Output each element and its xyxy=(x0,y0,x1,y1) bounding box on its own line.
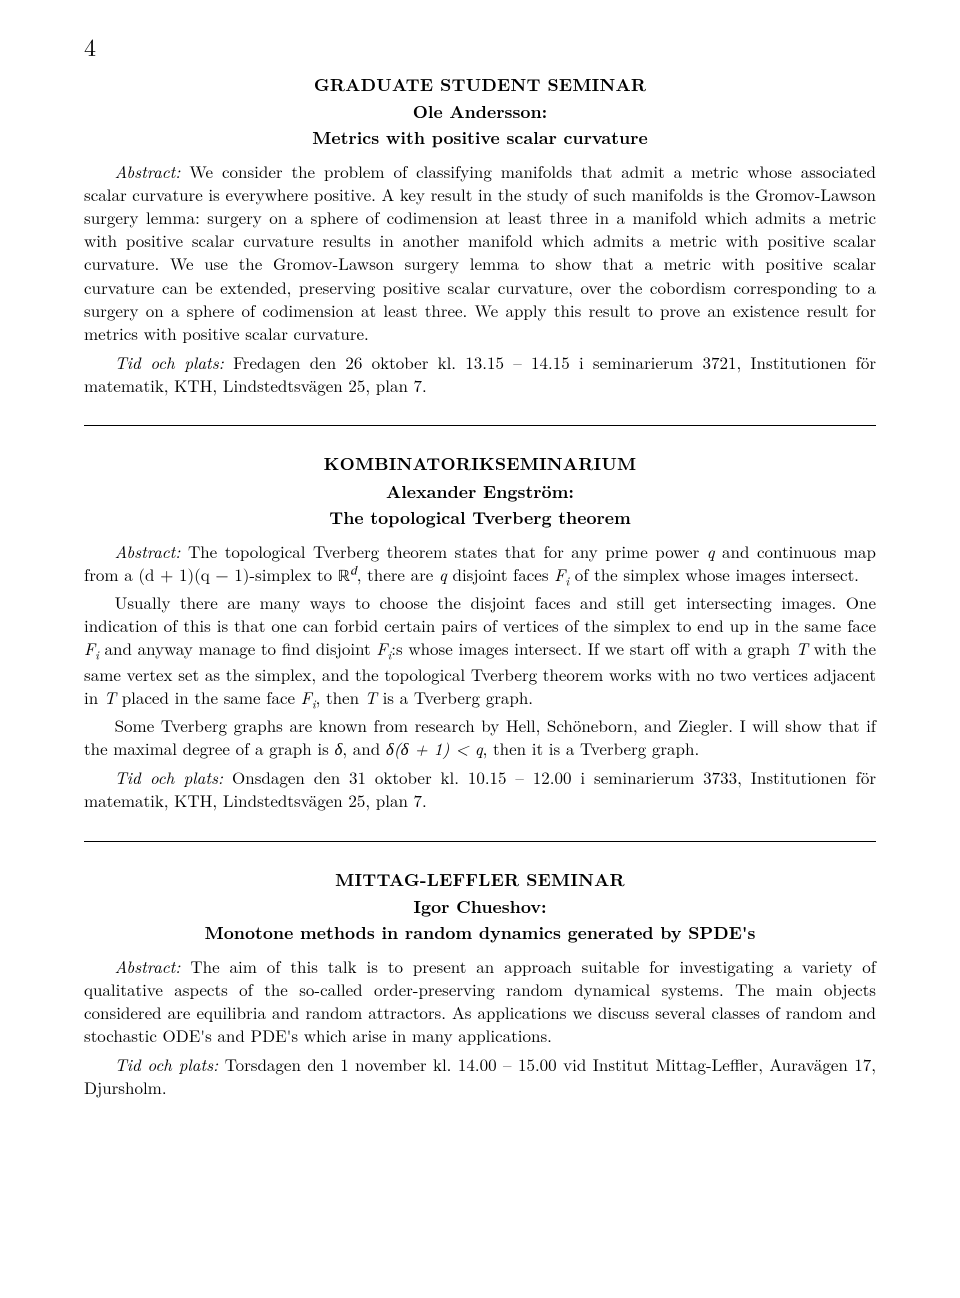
seminar-block: MITTAG-LEFFLER SEMINAR Igor Chueshov: Mo… xyxy=(84,868,876,1100)
seminar-block: KOMBINATORIKSEMINARIUM Alexander Engströ… xyxy=(84,452,876,812)
page-number: 4 xyxy=(84,30,876,63)
speaker-name: Igor Chueshov: xyxy=(84,895,876,919)
math-Fi: Fi xyxy=(301,685,316,709)
abstract-text-e: disjoint faces xyxy=(447,562,554,586)
seminar-heading: KOMBINATORIKSEMINARIUM xyxy=(84,452,876,476)
math-Fi: Fi xyxy=(376,636,391,660)
abstract-text-d: , there are xyxy=(357,562,439,586)
page: 4 GRADUATE STUDENT SEMINAR Ole Andersson… xyxy=(0,0,960,1298)
speaker-name: Alexander Engström: xyxy=(84,480,876,504)
talk-title: Monotone methods in random dynamics gene… xyxy=(84,921,876,945)
math-q: q xyxy=(707,539,715,563)
time-place-paragraph: Tid och plats: Onsdagen den 31 oktober k… xyxy=(84,766,876,812)
time-place-paragraph: Tid och plats: Torsdagen den 1 november … xyxy=(84,1053,876,1099)
abstract-text: We consider the problem of classifying m… xyxy=(84,159,876,345)
time-place-label: Tid och plats: xyxy=(115,1052,219,1076)
abstract-paragraph: Abstract: We consider the problem of cla… xyxy=(84,160,876,345)
abstract-text-c: -simplex to xyxy=(249,562,337,586)
math-Fi: Fi xyxy=(554,562,569,586)
time-place-label: Tid och plats: xyxy=(115,765,224,789)
math-dq: (d + 1)(q − 1) xyxy=(138,562,249,586)
p3-c: , then it is a Tverberg graph. xyxy=(483,736,700,760)
math-q: q xyxy=(439,562,447,586)
p2-a: Usually there are many ways to choose th… xyxy=(84,590,876,637)
p2-e: placed in the same face xyxy=(116,685,301,709)
abstract-paragraph: Abstract: The topological Tverberg theor… xyxy=(84,540,876,589)
speaker-name: Ole Andersson: xyxy=(84,100,876,124)
p3-b: , and xyxy=(342,736,385,760)
abstract-label: Abstract: xyxy=(115,539,181,563)
abstract-paragraph-3: Some Tverberg graphs are known from rese… xyxy=(84,714,876,760)
seminar-heading: MITTAG-LEFFLER SEMINAR xyxy=(84,868,876,892)
time-place-label: Tid och plats: xyxy=(115,350,224,374)
abstract-paragraph-2: Usually there are many ways to choose th… xyxy=(84,591,876,712)
separator-rule xyxy=(84,841,876,842)
math-T: T xyxy=(104,685,116,709)
math-T: T xyxy=(796,636,808,660)
abstract-text-a: The topological Tverberg theorem states … xyxy=(180,539,706,563)
p2-c: :s whose images intersect. If we start o… xyxy=(391,636,796,660)
separator-rule xyxy=(84,425,876,426)
abstract-text: The aim of this talk is to present an ap… xyxy=(84,954,876,1047)
math-Fi: Fi xyxy=(84,636,99,660)
p2-f: , then xyxy=(316,685,365,709)
abstract-label: Abstract: xyxy=(115,159,181,183)
abstract-paragraph: Abstract: The aim of this talk is to pre… xyxy=(84,955,876,1047)
seminar-block: GRADUATE STUDENT SEMINAR Ole Andersson: … xyxy=(84,73,876,397)
math-Rd: ℝd xyxy=(338,569,357,586)
abstract-text-f: of the simplex whose images intersect. xyxy=(569,562,859,586)
abstract-label: Abstract: xyxy=(115,954,181,978)
time-place-paragraph: Tid och plats: Fredagen den 26 oktober k… xyxy=(84,351,876,397)
math-ddq: δ(δ + 1) < q xyxy=(386,736,483,760)
math-T: T xyxy=(365,685,377,709)
talk-title: The topological Tverberg theorem xyxy=(84,506,876,530)
p2-b: and anyway manage to find disjoint xyxy=(99,636,376,660)
p2-g: is a Tverberg graph. xyxy=(377,685,533,709)
seminar-heading: GRADUATE STUDENT SEMINAR xyxy=(84,73,876,97)
talk-title: Metrics with positive scalar curvature xyxy=(84,126,876,150)
